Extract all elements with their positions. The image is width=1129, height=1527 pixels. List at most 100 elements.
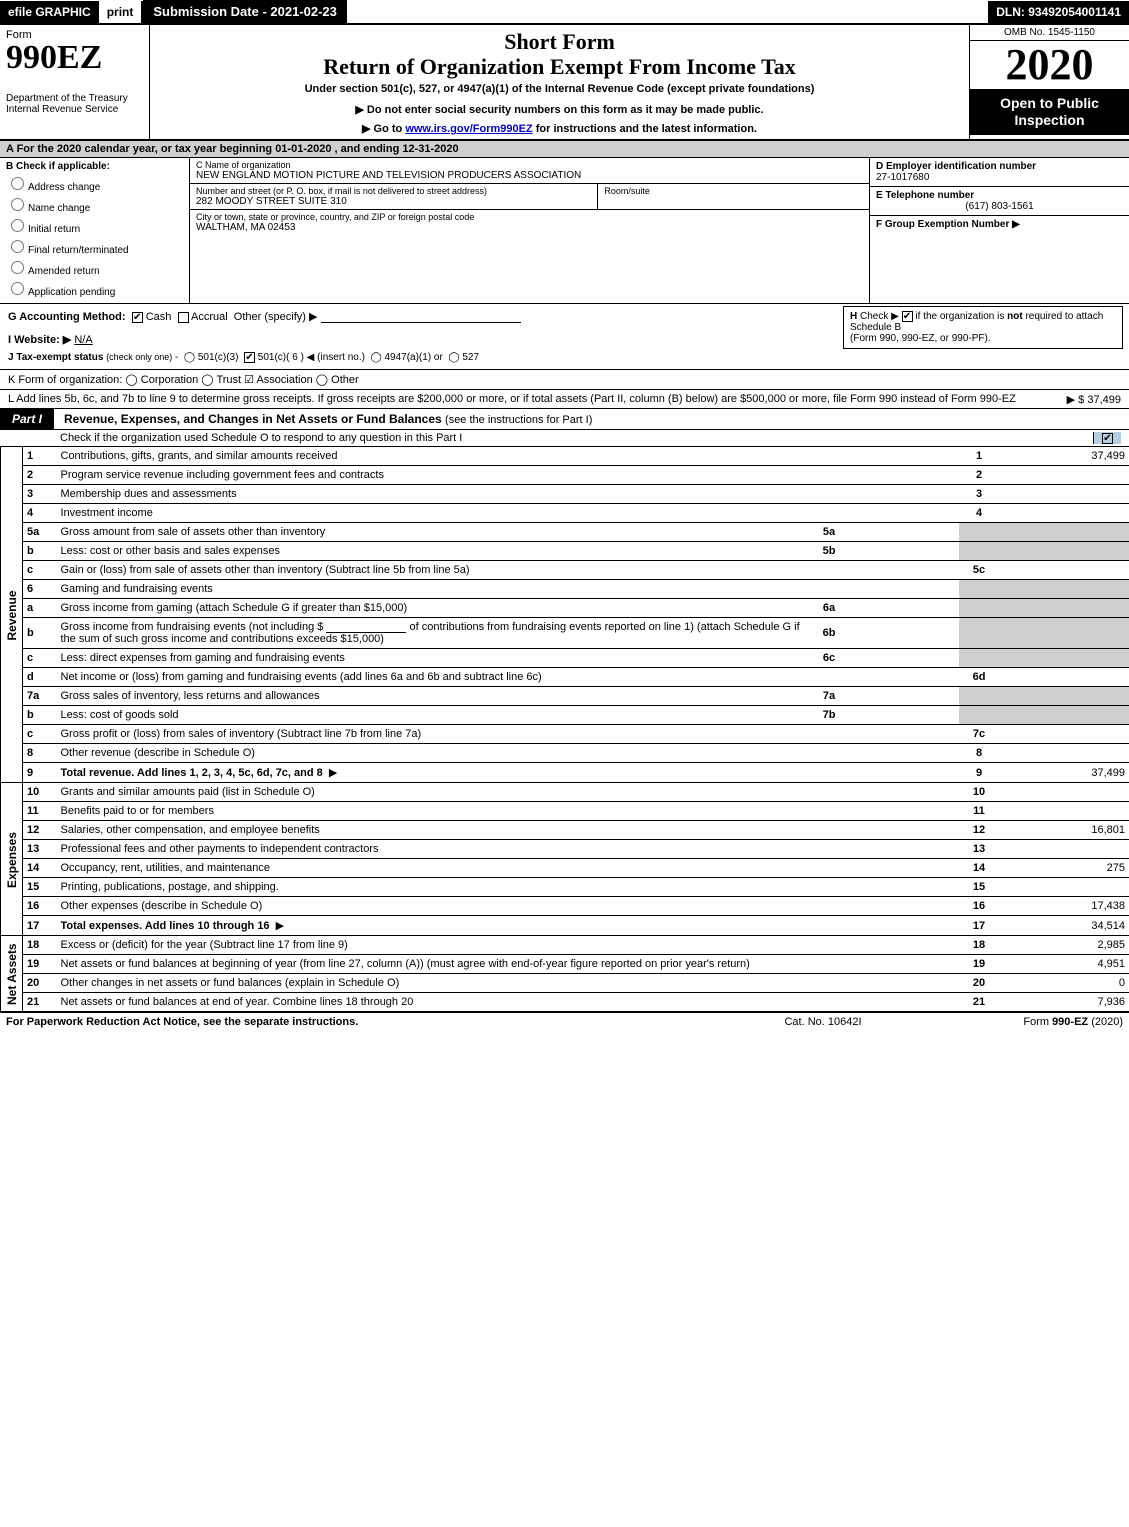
row-7c: c Gross profit or (loss) from sales of i… xyxy=(1,725,1129,744)
cb-address-change[interactable]: Address change xyxy=(6,174,183,193)
cb-amended-return[interactable]: Amended return xyxy=(6,258,183,277)
l4-amt xyxy=(999,504,1129,523)
row-20: 20 Other changes in net assets or fund b… xyxy=(1,974,1129,993)
h-not: not xyxy=(1007,311,1023,322)
website-value: N/A xyxy=(74,334,574,346)
g-other: Other (specify) ▶ xyxy=(234,311,318,323)
l5b-amt xyxy=(999,542,1129,561)
g-other-blank[interactable] xyxy=(321,311,521,323)
l7c-amt xyxy=(999,725,1129,744)
cell-phone: E Telephone number (617) 803-1561 xyxy=(870,187,1129,216)
l6b-blank[interactable] xyxy=(326,621,406,633)
col-b-title: B Check if applicable: xyxy=(6,161,183,172)
label-ein: D Employer identification number xyxy=(876,161,1123,172)
l12-desc: Salaries, other compensation, and employ… xyxy=(57,821,960,840)
cb-initial-return[interactable]: Initial return xyxy=(6,216,183,235)
cb-final-return[interactable]: Final return/terminated xyxy=(6,237,183,256)
l3-desc: Membership dues and assessments xyxy=(57,485,960,504)
l18-box: 18 xyxy=(959,936,999,955)
col-b-checkboxes: B Check if applicable: Address change Na… xyxy=(0,158,190,303)
l16-amt: 17,438 xyxy=(999,897,1129,916)
l7a-amt xyxy=(999,687,1129,706)
cb-application-pending[interactable]: Application pending xyxy=(6,279,183,298)
radio-amended-return[interactable] xyxy=(11,261,24,274)
cb-h[interactable] xyxy=(902,311,913,322)
org-name: NEW ENGLAND MOTION PICTURE AND TELEVISIO… xyxy=(196,170,863,181)
irs-link[interactable]: www.irs.gov/Form990EZ xyxy=(405,123,532,135)
label-group-exemption: F Group Exemption Number ▶ xyxy=(876,219,1020,230)
l9-desc-text: Total revenue. Add lines 1, 2, 3, 4, 5c,… xyxy=(61,767,323,779)
radio-name-change[interactable] xyxy=(11,198,24,211)
l6d-num: d xyxy=(23,668,57,687)
l7b-num: b xyxy=(23,706,57,725)
row-8: 8 Other revenue (describe in Schedule O)… xyxy=(1,744,1129,763)
omb-label: OMB No. 1545-1150 xyxy=(970,25,1129,41)
title-main: Return of Organization Exempt From Incom… xyxy=(158,55,961,79)
tax-year: 2020 xyxy=(970,41,1129,89)
l18-amt: 2,985 xyxy=(999,936,1129,955)
line-l: L Add lines 5b, 6c, and 7b to line 9 to … xyxy=(0,390,1129,409)
l6b-subamt xyxy=(849,618,959,649)
l6-amt xyxy=(999,580,1129,599)
cb-501c[interactable] xyxy=(244,352,255,363)
header-left: Form 990EZ Department of the Treasury In… xyxy=(0,25,150,139)
form-header: Form 990EZ Department of the Treasury In… xyxy=(0,25,1129,141)
l9-desc: Total revenue. Add lines 1, 2, 3, 4, 5c,… xyxy=(57,763,960,783)
l6a-sub: 6a xyxy=(809,599,849,618)
row-1: Revenue 1 Contributions, gifts, grants, … xyxy=(1,447,1129,466)
radio-final-return[interactable] xyxy=(11,240,24,253)
l5b-sub: 5b xyxy=(809,542,849,561)
l17-amt: 34,514 xyxy=(999,916,1129,936)
l21-num: 21 xyxy=(23,993,57,1012)
footer-left: For Paperwork Reduction Act Notice, see … xyxy=(6,1016,723,1028)
row-6a: a Gross income from gaming (attach Sched… xyxy=(1,599,1129,618)
efile-label: efile GRAPHIC xyxy=(0,1,99,23)
sched-o-checkbox[interactable] xyxy=(1093,432,1121,444)
row-9: 9 Total revenue. Add lines 1, 2, 3, 4, 5… xyxy=(1,763,1129,783)
l6b-num: b xyxy=(23,618,57,649)
cb-accrual[interactable] xyxy=(178,312,189,323)
l9-box: 9 xyxy=(959,763,999,783)
l6a-amt xyxy=(999,599,1129,618)
l5c-num: c xyxy=(23,561,57,580)
l3-box: 3 xyxy=(959,485,999,504)
l5c-desc: Gain or (loss) from sale of assets other… xyxy=(57,561,960,580)
l2-desc: Program service revenue including govern… xyxy=(57,466,960,485)
part1-title: Revenue, Expenses, and Changes in Net As… xyxy=(54,412,592,426)
cell-street: Number and street (or P. O. box, if mail… xyxy=(190,184,869,210)
l14-amt: 275 xyxy=(999,859,1129,878)
radio-initial-return[interactable] xyxy=(11,219,24,232)
l20-amt: 0 xyxy=(999,974,1129,993)
l21-amt: 7,936 xyxy=(999,993,1129,1012)
part1-title-text: Revenue, Expenses, and Changes in Net As… xyxy=(64,412,442,426)
cb-cash[interactable] xyxy=(132,312,143,323)
cb-name-change-label: Name change xyxy=(28,203,90,214)
row-17: 17 Total expenses. Add lines 10 through … xyxy=(1,916,1129,936)
row-14: 14 Occupancy, rent, utilities, and maint… xyxy=(1,859,1129,878)
cb-sched-o[interactable] xyxy=(1102,433,1113,444)
print-button[interactable]: print xyxy=(99,1,144,23)
l14-desc: Occupancy, rent, utilities, and maintena… xyxy=(57,859,960,878)
cb-name-change[interactable]: Name change xyxy=(6,195,183,214)
l9-num: 9 xyxy=(23,763,57,783)
l19-amt: 4,951 xyxy=(999,955,1129,974)
l13-num: 13 xyxy=(23,840,57,859)
department-label: Department of the Treasury xyxy=(6,93,143,104)
l6b-desc1: Gross income from fundraising events (no… xyxy=(61,621,324,633)
l8-num: 8 xyxy=(23,744,57,763)
radio-address-change[interactable] xyxy=(11,177,24,190)
l10-desc: Grants and similar amounts paid (list in… xyxy=(57,783,960,802)
g-label: G Accounting Method: xyxy=(8,311,126,323)
footer-right-form: 990-EZ xyxy=(1052,1016,1088,1028)
l7b-amt xyxy=(999,706,1129,725)
dln-label: DLN: 93492054001141 xyxy=(988,1,1129,23)
cell-city: City or town, state or province, country… xyxy=(190,210,869,235)
i-label: I Website: ▶ xyxy=(8,334,71,346)
box-h: H Check ▶ if the organization is not req… xyxy=(843,306,1123,349)
row-18: Net Assets 18 Excess or (deficit) for th… xyxy=(1,936,1129,955)
label-phone: E Telephone number xyxy=(876,190,1123,201)
top-bar: efile GRAPHIC print Submission Date - 20… xyxy=(0,0,1129,25)
ein-value: 27-1017680 xyxy=(876,172,1123,183)
radio-application-pending[interactable] xyxy=(11,282,24,295)
l1-box: 1 xyxy=(959,447,999,466)
